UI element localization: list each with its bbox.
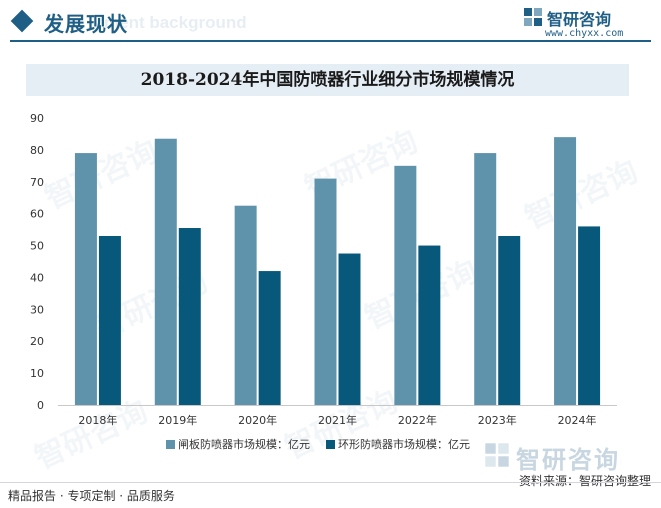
legend-label: 环形防喷器市场规模：亿元	[338, 437, 470, 451]
y-tick-label: 10	[30, 367, 44, 380]
footer-divider	[0, 482, 661, 483]
x-tick-label: 2023年	[478, 413, 517, 427]
legend-swatch	[326, 440, 335, 449]
bar	[98, 235, 121, 405]
x-axis: 2018年 2019年 2020年 2021年 2022年 2023年 2024年	[78, 413, 596, 427]
logo-name: 智研咨询	[547, 10, 612, 29]
y-tick-label: 20	[30, 335, 44, 348]
bar-chart: 0 10 20 30 40 50 60 70 80 90 2018年 2019年 2020年 2021年…	[30, 112, 617, 451]
y-tick-label: 70	[30, 176, 44, 189]
bar	[338, 253, 361, 405]
bar	[554, 137, 577, 405]
legend-swatch	[166, 440, 175, 449]
bars	[74, 137, 601, 405]
bottom-logo-text: 智研咨询	[516, 446, 620, 474]
y-tick-label: 80	[30, 144, 44, 157]
bar	[258, 271, 281, 405]
header-divider	[10, 40, 651, 42]
brand-logo: 智研咨询 www.chyxx.com	[523, 6, 643, 42]
bar	[394, 165, 417, 405]
bar	[154, 138, 177, 405]
y-tick-label: 50	[30, 240, 44, 253]
chart-title: 2018-2024年中国防喷器行业细分市场规模情况	[140, 70, 515, 90]
legend: 闸板防喷器市场规模：亿元 环形防喷器市场规模：亿元	[166, 437, 470, 451]
bar	[234, 205, 257, 405]
bar	[314, 178, 337, 405]
bottom-logo: 智研咨询	[480, 440, 650, 474]
y-tick-label: 60	[30, 208, 44, 221]
logo-icon	[485, 443, 509, 467]
diamond-icon	[10, 9, 34, 33]
footer-slogan: 精品报告 · 专项定制 · 品质服务	[8, 489, 175, 503]
x-tick-label: 2019年	[158, 413, 197, 427]
y-tick-label: 30	[30, 303, 44, 316]
logo-url: www.chyxx.com	[545, 28, 624, 39]
chart-title-bar: 2018-2024年中国防喷器行业细分市场规模情况	[26, 64, 629, 96]
x-tick-label: 2022年	[398, 413, 437, 427]
source-note: 资料来源：智研咨询整理	[518, 474, 651, 488]
bar	[498, 235, 521, 405]
x-tick-label: 2020年	[238, 413, 277, 427]
page-title: 发展现状	[44, 12, 128, 36]
bar	[74, 153, 97, 405]
header-background-text: ment background	[104, 13, 247, 32]
bar	[418, 245, 441, 405]
y-tick-label: 0	[37, 399, 44, 412]
x-tick-label: 2021年	[318, 413, 357, 427]
logo-icon	[524, 8, 542, 26]
legend-label: 闸板防喷器市场规模：亿元	[178, 437, 310, 451]
y-tick-label: 90	[30, 112, 44, 125]
x-tick-label: 2018年	[78, 413, 117, 427]
y-tick-label: 40	[30, 271, 44, 284]
x-tick-label: 2024年	[558, 413, 597, 427]
header: ment background 发展现状 智研咨询 www.chyxx.com	[0, 0, 661, 44]
bar	[474, 153, 497, 405]
bar	[578, 226, 601, 405]
bar	[178, 228, 201, 405]
y-axis: 0 10 20 30 40 50 60 70 80 90	[30, 112, 44, 412]
